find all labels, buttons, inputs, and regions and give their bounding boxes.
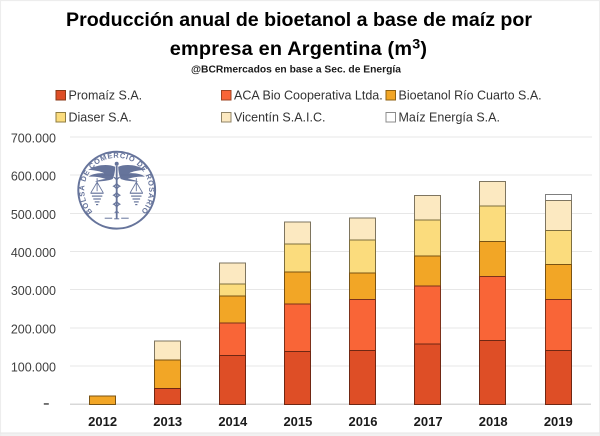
- svg-text:200.000: 200.000: [11, 322, 56, 336]
- svg-text:400.000: 400.000: [11, 246, 56, 260]
- svg-text:Producción anual de bioetanol: Producción anual de bioetanol a base de …: [66, 9, 532, 31]
- svg-text:100.000: 100.000: [11, 361, 56, 375]
- svg-text:empresa en Argentina (m3): empresa en Argentina (m 3): [170, 36, 428, 61]
- svg-text:Diaser S.A.: Diaser S.A.: [69, 111, 132, 125]
- svg-text:ACA Bio Cooperativa Ltda.: ACA Bio Cooperativa Ltda.: [234, 89, 383, 103]
- svg-text:@BCRmercados en base a Sec. de: @BCRmercados en base a Sec. de Energía: [191, 64, 401, 76]
- svg-text:600.000: 600.000: [11, 170, 56, 184]
- svg-text:2019: 2019: [544, 414, 573, 429]
- svg-text:2018: 2018: [479, 414, 508, 429]
- svg-text:2012: 2012: [88, 414, 117, 429]
- svg-text:Maíz Energía S.A.: Maíz Energía S.A.: [399, 111, 500, 125]
- svg-text:2014: 2014: [218, 414, 248, 429]
- svg-text:2017: 2017: [414, 414, 443, 429]
- svg-text:Vicentín S.A.I.C.: Vicentín S.A.I.C.: [234, 111, 325, 125]
- svg-text:2013: 2013: [153, 414, 182, 429]
- svg-text:2015: 2015: [283, 414, 312, 429]
- svg-text:2016: 2016: [349, 414, 378, 429]
- svg-text:Bioetanol Río Cuarto S.A.: Bioetanol Río Cuarto S.A.: [399, 89, 542, 103]
- svg-text:700.000: 700.000: [11, 131, 56, 145]
- svg-text:500.000: 500.000: [11, 208, 56, 222]
- svg-text:300.000: 300.000: [11, 284, 56, 298]
- svg-text:Promaíz S.A.: Promaíz S.A.: [69, 89, 143, 103]
